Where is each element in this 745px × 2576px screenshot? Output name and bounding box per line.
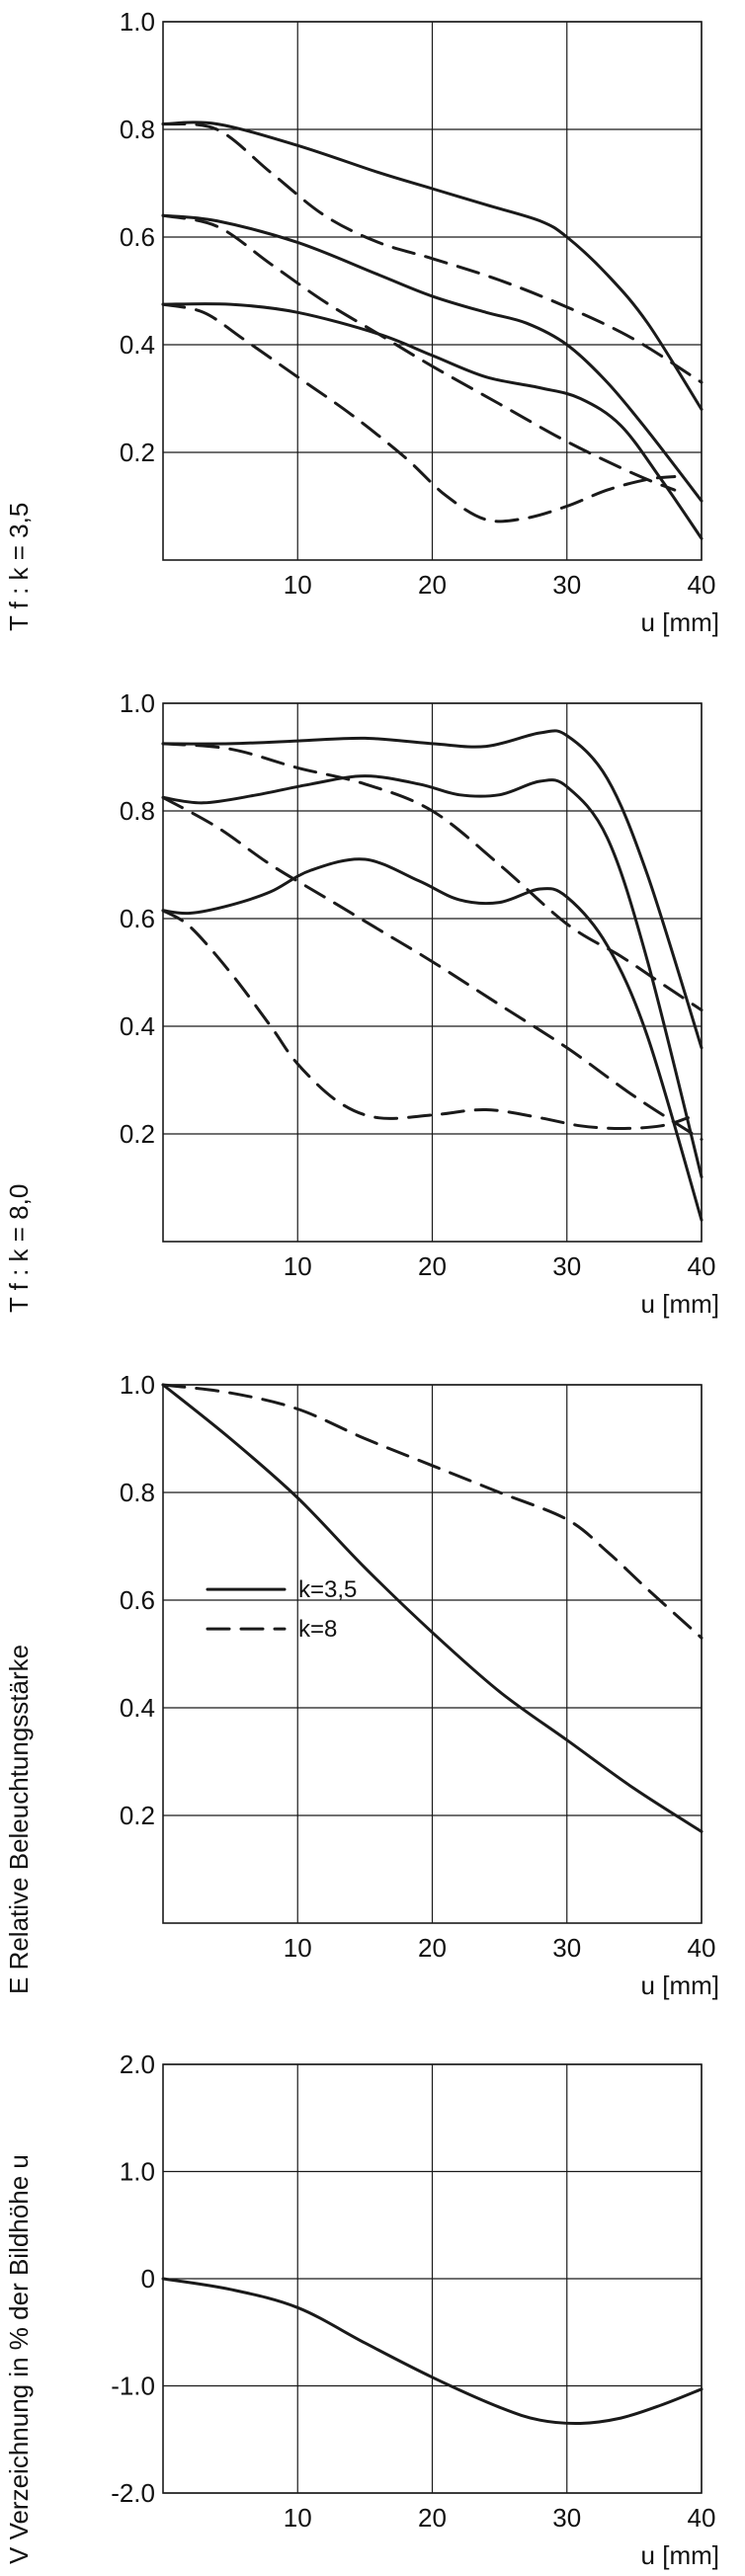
y-tick-label: 0.2 <box>120 1801 155 1830</box>
chart-panel-3: 0.2 0.4 0.6 0.8 1.0 10 20 30 40 u [mm] E Relative … <box>4 1370 719 2000</box>
chart-panel-2: 0.2 0.4 0.6 0.8 1.0 10 20 30 40 u [mm] T f : k = 8… <box>4 688 719 1319</box>
y-tick-label: 0.2 <box>120 438 155 467</box>
chart-panel-4: -2.0 -1.0 0 1.0 2.0 10 20 30 40 u [mm] V Verzeichn… <box>4 2050 719 2570</box>
x-tick-label: 40 <box>688 1251 716 1281</box>
y-tick-label: 1.0 <box>120 2157 155 2187</box>
y-axis-label: T f : k = 8,0 <box>4 1184 34 1313</box>
y-tick-label: 1.0 <box>120 7 155 37</box>
y-tick-label: 0.8 <box>120 1478 155 1507</box>
x-tick-label: 40 <box>688 1933 716 1963</box>
x-tick-label: 40 <box>688 2503 716 2533</box>
series-line-4 <box>161 742 704 1012</box>
y-tick-label: 0 <box>141 2264 155 2294</box>
x-tick-label: 20 <box>418 2503 447 2533</box>
series-line-1 <box>161 1383 704 1833</box>
x-tick-label: 20 <box>418 1933 447 1963</box>
y-tick-label: 1.0 <box>120 1370 155 1400</box>
y-tick-label: 0.2 <box>120 1119 155 1149</box>
y-axis-label: E Relative Beleuchtungsstärke <box>4 1645 34 1994</box>
y-tick-label: 0.8 <box>120 115 155 144</box>
x-axis-label: u [mm] <box>641 2540 719 2570</box>
x-tick-label: 10 <box>284 2503 312 2533</box>
x-tick-label: 40 <box>688 570 716 600</box>
x-tick-label: 20 <box>418 1251 447 1281</box>
y-tick-label: 1.0 <box>120 688 155 718</box>
x-axis-label: u [mm] <box>641 607 719 637</box>
y-tick-label: 0.6 <box>120 904 155 933</box>
y-tick-label: 0.4 <box>120 1693 155 1723</box>
x-tick-label: 20 <box>418 570 447 600</box>
y-axis-label: T f : k = 3,5 <box>4 503 34 631</box>
plot-frame <box>162 21 703 561</box>
series-line-6 <box>161 909 690 1130</box>
series-line-2 <box>161 213 704 503</box>
series-line-3 <box>161 857 704 1222</box>
plot-frame <box>162 1384 703 1924</box>
series-line-5 <box>161 213 677 492</box>
x-tick-label: 10 <box>284 1251 312 1281</box>
series-line-6 <box>161 302 677 523</box>
series-line-4 <box>161 122 704 384</box>
x-tick-label: 30 <box>552 1933 581 1963</box>
legend-label: k=3,5 <box>298 1576 357 1603</box>
plot-frame <box>162 702 703 1243</box>
series-line-2 <box>161 774 704 1179</box>
x-tick-label: 30 <box>552 2503 581 2533</box>
y-tick-label: -2.0 <box>111 2478 155 2508</box>
y-tick-label: 0.4 <box>120 330 155 360</box>
legend-label: k=8 <box>298 1616 337 1643</box>
y-tick-label: 0.6 <box>120 222 155 252</box>
series-line-1 <box>161 729 704 1050</box>
x-tick-label: 10 <box>284 1933 312 1963</box>
x-tick-label: 30 <box>552 1251 581 1281</box>
series-line-1 <box>161 2277 704 2426</box>
y-tick-label: -1.0 <box>111 2372 155 2401</box>
y-axis-label: V Verzeichnung in % der Bildhöhe u <box>4 2154 34 2564</box>
series-line-3 <box>161 302 704 540</box>
series-line-1 <box>161 121 704 411</box>
y-tick-label: 2.0 <box>120 2050 155 2079</box>
x-axis-label: u [mm] <box>641 1289 719 1319</box>
series-line-5 <box>161 795 704 1141</box>
series-line-2 <box>161 1383 704 1640</box>
x-tick-label: 10 <box>284 570 312 600</box>
chart-panel-1: 0.2 0.4 0.6 0.8 1.0 10 20 30 40 u [mm] T f : k = 3… <box>4 7 719 637</box>
x-axis-label: u [mm] <box>641 1971 719 2000</box>
y-tick-label: 0.6 <box>120 1585 155 1615</box>
y-tick-label: 0.8 <box>120 796 155 826</box>
y-tick-label: 0.4 <box>120 1011 155 1041</box>
x-tick-label: 30 <box>552 570 581 600</box>
